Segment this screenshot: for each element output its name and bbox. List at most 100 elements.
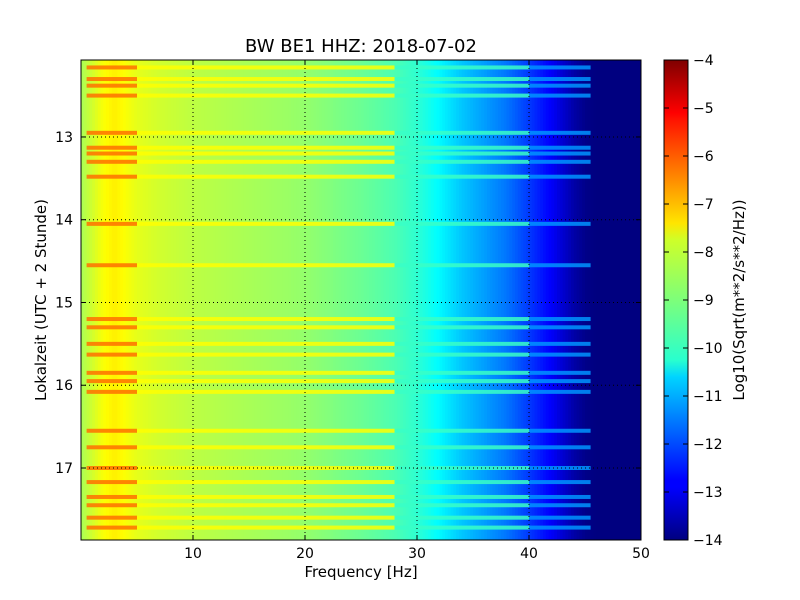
spectrogram-column [543, 60, 547, 540]
time-band [529, 159, 591, 164]
x-tick-label: 50 [632, 546, 650, 562]
time-band [529, 77, 591, 82]
spectrogram-column [97, 60, 102, 540]
spectrogram-column [627, 60, 631, 540]
spectrogram-column [268, 60, 272, 540]
spectrogram-column [89, 60, 93, 540]
colorbar-tick-label: −13 [693, 485, 723, 501]
spectrogram-column [324, 60, 328, 540]
spectrogram-column [394, 60, 398, 540]
spectrogram-column [274, 60, 278, 540]
time-band [394, 389, 529, 394]
colorbar-tick-label: −9 [693, 293, 714, 309]
spectrogram-column [153, 60, 158, 540]
time-band [86, 445, 137, 450]
time-band [529, 317, 591, 322]
spectrogram-column [487, 60, 491, 540]
plot-area: 10 20 30 40 50 13 14 15 16 17 [55, 59, 650, 562]
spectrogram-column [621, 60, 625, 540]
time-band [137, 379, 395, 384]
time-band [137, 174, 395, 179]
spectrogram-column [92, 60, 96, 540]
time-band [86, 325, 137, 330]
spectrogram-column [417, 60, 421, 540]
spectrogram-column [251, 60, 256, 540]
spectrogram-column [165, 60, 169, 540]
spectrogram-column [310, 60, 314, 540]
spectrogram-column [363, 60, 368, 540]
spectrogram-column [459, 60, 463, 540]
spectrogram-column [302, 60, 306, 540]
spectrogram-column [523, 60, 527, 540]
colorbar-tick-label: −10 [693, 341, 723, 357]
spectrogram-image [81, 60, 641, 540]
spectrogram-column [383, 60, 387, 540]
time-band [529, 65, 591, 70]
time-band [137, 325, 395, 330]
spectrogram-column [456, 60, 460, 540]
spectrogram-column [198, 60, 202, 540]
time-band [86, 93, 137, 98]
spectrogram-column [162, 60, 166, 540]
spectrogram-column [635, 60, 639, 540]
spectrogram-column [232, 60, 236, 540]
time-band [86, 466, 137, 470]
time-band [529, 263, 591, 268]
time-band [86, 341, 137, 346]
spectrogram-column [142, 60, 146, 540]
time-band [137, 352, 395, 357]
spectrogram-column [540, 60, 544, 540]
spectrogram-column [431, 60, 435, 540]
colorbar-tick-label: −8 [693, 245, 714, 261]
spectrogram-column [305, 60, 309, 540]
time-band [529, 428, 591, 433]
spectrogram-column [400, 60, 404, 540]
spectrogram-column [145, 60, 149, 540]
spectrogram-column [181, 60, 186, 540]
time-band [394, 159, 529, 164]
time-band [137, 159, 395, 164]
time-band [394, 503, 529, 508]
time-band [86, 503, 137, 508]
x-axis-label: Frequency [Hz] [304, 563, 417, 581]
spectrogram-column [176, 60, 180, 540]
spectrogram-column [212, 60, 216, 540]
time-band [394, 130, 529, 135]
time-band [394, 480, 529, 485]
spectrogram-column [193, 60, 197, 540]
spectrogram-column [190, 60, 194, 540]
time-band [529, 130, 591, 135]
time-band [529, 525, 591, 530]
spectrogram-column [282, 60, 286, 540]
grid-lines [81, 60, 641, 540]
colorbar-tick-label: −4 [693, 53, 714, 69]
spectrogram-column [425, 60, 429, 540]
spectrogram-column [243, 60, 247, 540]
spectrogram-column [235, 60, 239, 540]
time-band [86, 174, 137, 179]
time-band [394, 145, 529, 150]
y-axis-label: Lokalzeit (UTC + 2 Stunde) [32, 199, 50, 401]
y-tick-label: 15 [55, 295, 73, 311]
time-band [137, 515, 395, 520]
spectrogram-column [254, 60, 258, 540]
spectrogram-column [492, 60, 496, 540]
spectrogram-column [498, 60, 502, 540]
y-tick-label: 17 [55, 461, 73, 477]
spectrogram-column [201, 60, 205, 540]
spectrogram-column [139, 60, 144, 540]
time-band [137, 65, 395, 70]
time-band [137, 389, 395, 394]
spectrogram-column [481, 60, 485, 540]
spectrogram-column [167, 60, 172, 540]
colorbar-tick-label: −7 [693, 197, 714, 213]
spectrogram-column [319, 60, 323, 540]
spectrogram-column [531, 60, 536, 540]
time-band [137, 494, 395, 499]
spectrogram-column [134, 60, 138, 540]
spectrogram-column [403, 60, 407, 540]
time-band [86, 379, 137, 384]
spectrogram-column [111, 60, 116, 540]
time-band [394, 525, 529, 530]
time-band [529, 151, 591, 156]
